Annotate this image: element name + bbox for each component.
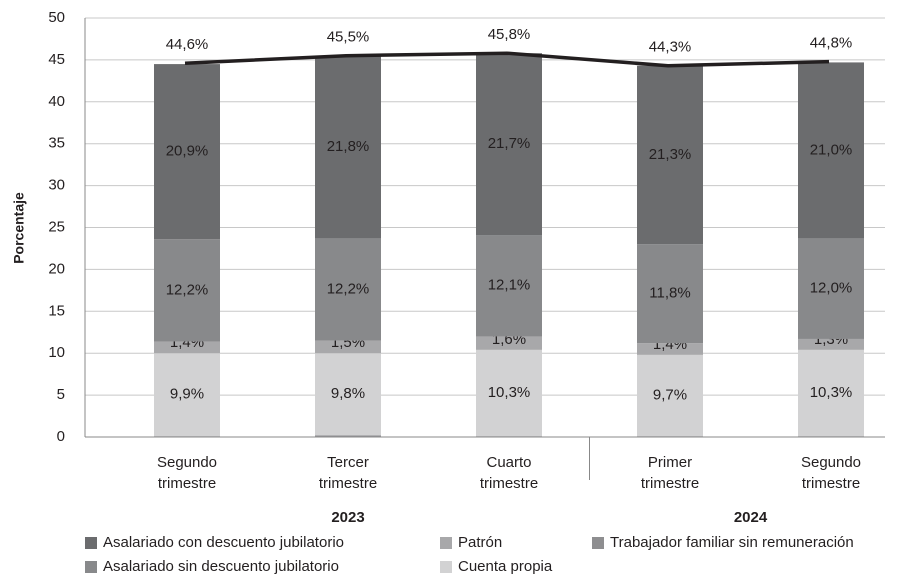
total-line xyxy=(184,51,830,68)
x-tick-label-line: trimestre xyxy=(319,475,377,492)
bar-segment xyxy=(798,238,864,339)
bar-segment xyxy=(798,338,864,350)
data-label: 10,3% xyxy=(488,384,531,401)
x-tick-label-line: Segundo xyxy=(801,454,861,471)
y-tick-label: 0 xyxy=(57,428,65,445)
legend-label: Asalariado sin descuento jubilatorio xyxy=(103,558,339,575)
bar-segment xyxy=(315,340,381,354)
x-tick-label-line: trimestre xyxy=(480,475,538,492)
total-label: 45,5% xyxy=(327,29,370,46)
data-label: 9,8% xyxy=(331,385,365,402)
legend-swatch xyxy=(85,537,97,549)
x-tick-label-line: trimestre xyxy=(158,475,216,492)
bar-segment xyxy=(154,239,220,342)
x-tick-label-line: Primer xyxy=(648,454,692,471)
legend-swatch xyxy=(85,561,97,573)
total-label: 44,8% xyxy=(810,35,853,52)
bar-segment xyxy=(315,435,381,437)
x-tick-label-line: Tercer xyxy=(327,454,369,471)
data-label: 9,7% xyxy=(653,386,687,403)
y-axis-label: Porcentaje xyxy=(11,192,27,264)
data-label: 12,2% xyxy=(166,281,209,298)
bar-segment xyxy=(637,436,703,437)
y-tick-label: 5 xyxy=(57,386,65,403)
bar-segment xyxy=(637,65,703,245)
y-tick-label: 20 xyxy=(48,260,65,277)
data-label: 9,9% xyxy=(170,386,204,403)
x-tick-label-line: trimestre xyxy=(802,475,860,492)
legend-swatch xyxy=(440,561,452,573)
y-tick-label: 35 xyxy=(48,135,65,152)
y-tick-label: 25 xyxy=(48,218,65,235)
x-tick-label-line: Segundo xyxy=(157,454,217,471)
legend-label: Asalariado con descuento jubilatorio xyxy=(103,534,344,551)
bar-segment xyxy=(798,62,864,239)
bar-segment xyxy=(476,336,542,350)
x-tick-label: Primer trimestre xyxy=(641,454,699,492)
legend-swatch xyxy=(592,537,604,549)
x-tick-label: Segundo trimestre xyxy=(801,454,861,492)
bar-segment xyxy=(154,353,220,437)
data-label: 21,7% xyxy=(488,135,531,152)
bar-segment xyxy=(315,55,381,239)
bar-segment xyxy=(637,354,703,437)
legend-label: Trabajador familiar sin remuneración xyxy=(610,534,854,551)
data-label: 10,3% xyxy=(810,384,853,401)
y-tick-label: 45 xyxy=(48,51,65,68)
legend-label: Cuenta propia xyxy=(458,558,553,575)
data-label: 12,0% xyxy=(810,280,853,297)
y-tick-label: 30 xyxy=(48,177,65,194)
bar-segment xyxy=(798,349,864,437)
bar-segment xyxy=(154,64,220,240)
data-label: 12,1% xyxy=(488,277,531,294)
y-tick-label: 40 xyxy=(48,93,65,110)
data-label: 21,0% xyxy=(810,141,853,158)
bar-segment xyxy=(798,436,864,437)
y-tick-label: 15 xyxy=(48,302,65,319)
bar-segment xyxy=(315,353,381,436)
x-tick-label-line: Cuarto xyxy=(486,454,531,471)
x-tick-label: Cuarto trimestre xyxy=(480,454,538,492)
bar-segment xyxy=(315,238,381,341)
group-label: 2023 xyxy=(331,509,364,526)
bar-segment xyxy=(476,53,542,236)
x-tick-label: Segundo trimestre xyxy=(157,454,217,492)
bar-segment xyxy=(476,235,542,337)
legend-swatch xyxy=(440,537,452,549)
x-tick-label: Tercer trimestre xyxy=(319,454,377,492)
data-label: 12,2% xyxy=(327,280,370,297)
bar-segment xyxy=(637,244,703,344)
data-label: 20,9% xyxy=(166,143,209,160)
group-label: 2024 xyxy=(734,509,768,526)
bar-segment xyxy=(154,436,220,437)
data-label: 11,8% xyxy=(649,285,690,302)
data-label: 21,3% xyxy=(649,146,692,163)
y-tick-label: 10 xyxy=(48,344,65,361)
y-tick-label: 50 xyxy=(48,9,65,26)
bar-segment xyxy=(637,343,703,355)
data-label: 21,8% xyxy=(327,138,370,155)
total-label: 45,8% xyxy=(488,26,531,43)
bar-segment xyxy=(476,436,542,437)
bar-segment xyxy=(476,349,542,437)
total-label: 44,3% xyxy=(649,39,692,56)
legend-label: Patrón xyxy=(458,534,502,551)
total-label: 44,6% xyxy=(166,36,209,53)
bar-segment xyxy=(154,341,220,354)
x-tick-label-line: trimestre xyxy=(641,475,699,492)
